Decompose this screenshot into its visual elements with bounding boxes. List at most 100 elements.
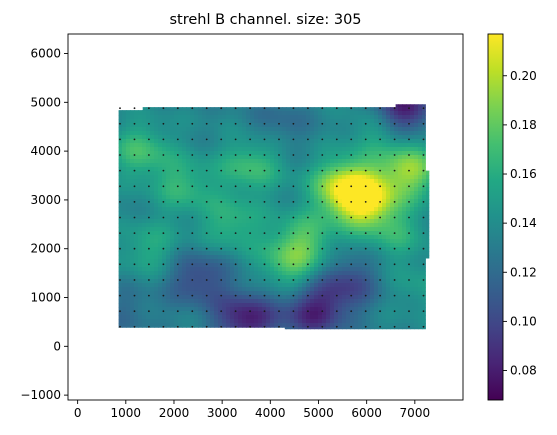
heatmap-cell	[302, 327, 307, 330]
heatmap-cell	[162, 159, 167, 164]
heatmap-cell	[262, 235, 267, 240]
heatmap-cell	[166, 191, 171, 196]
heatmap-cell	[266, 299, 271, 304]
heatmap-cell	[186, 183, 191, 188]
heatmap-cell	[346, 227, 351, 232]
heatmap-cell	[374, 171, 379, 176]
heatmap-cell	[362, 195, 367, 200]
heatmap-cell	[206, 267, 211, 272]
heatmap-cell	[190, 219, 195, 224]
heatmap-cell	[166, 167, 171, 172]
sample-point	[234, 201, 237, 203]
heatmap-cell	[278, 323, 283, 328]
heatmap-cell	[402, 295, 407, 300]
heatmap-cell	[222, 291, 227, 296]
heatmap-cell	[134, 231, 139, 236]
heatmap-cell	[430, 187, 435, 192]
heatmap-cell	[410, 183, 415, 188]
heatmap-cell	[302, 203, 307, 208]
heatmap-cell	[270, 111, 275, 116]
heatmap-cell	[346, 203, 351, 208]
heatmap-cell	[358, 167, 363, 172]
heatmap-cell	[382, 263, 387, 268]
heatmap-cell	[182, 191, 187, 196]
heatmap-cell	[302, 279, 307, 284]
heatmap-cell	[354, 231, 359, 236]
heatmap-cell	[322, 263, 327, 268]
heatmap-cell	[218, 251, 223, 256]
heatmap-cell	[398, 215, 403, 220]
heatmap-cell	[350, 291, 355, 296]
heatmap-cell	[330, 215, 335, 220]
heatmap-cell	[254, 303, 259, 308]
heatmap-cell	[138, 235, 143, 240]
heatmap-cell	[226, 187, 231, 192]
heatmap-cell	[166, 179, 171, 184]
heatmap-cell	[202, 171, 207, 176]
heatmap-cell	[162, 107, 167, 112]
colorbar-tick-label: 0.18	[510, 118, 537, 132]
heatmap-cell	[286, 167, 291, 172]
heatmap-cell	[318, 231, 323, 236]
sample-point	[335, 201, 338, 203]
heatmap-cell	[146, 199, 151, 204]
sample-point	[176, 216, 179, 219]
heatmap-cell	[386, 159, 391, 164]
heatmap-cell	[310, 195, 315, 200]
colorbar-tick-label: 0.20	[510, 69, 537, 83]
heatmap-cell	[338, 123, 343, 128]
heatmap-cell	[418, 187, 423, 192]
heatmap-cell	[242, 251, 247, 256]
heatmap-cell	[350, 299, 355, 304]
heatmap-cell	[250, 319, 255, 324]
heatmap-cell	[234, 115, 239, 120]
heatmap-cell	[366, 311, 371, 316]
heatmap-cell	[150, 271, 155, 276]
heatmap-cell	[294, 123, 299, 128]
heatmap-cell	[302, 104, 307, 108]
heatmap-cell	[246, 295, 251, 300]
heatmap-cell	[394, 307, 399, 312]
heatmap-cell	[238, 159, 243, 164]
heatmap-cell	[266, 243, 271, 248]
heatmap-cell	[130, 203, 135, 208]
heatmap-cell	[362, 211, 367, 216]
heatmap-cell	[142, 223, 147, 228]
sample-point	[205, 216, 208, 219]
heatmap-cell	[358, 179, 363, 184]
heatmap-cell	[214, 143, 219, 148]
heatmap-cell	[270, 119, 275, 124]
heatmap-cell	[326, 263, 331, 268]
heatmap-cell	[286, 227, 291, 232]
heatmap-cell	[218, 139, 223, 144]
heatmap-cell	[378, 259, 383, 264]
heatmap-cell	[202, 155, 207, 160]
heatmap-cell	[146, 271, 151, 276]
heatmap-cell	[402, 231, 407, 236]
heatmap-cell	[362, 227, 367, 232]
heatmap-cell	[254, 199, 259, 204]
heatmap-cell	[310, 147, 315, 152]
heatmap-cell	[358, 115, 363, 120]
heatmap-cell	[134, 271, 139, 276]
heatmap-cell	[426, 231, 430, 236]
heatmap-cell	[386, 231, 391, 236]
heatmap-cell	[366, 323, 371, 328]
heatmap-cell	[262, 171, 267, 176]
sample-point	[393, 169, 396, 172]
heatmap-cell	[398, 111, 403, 116]
sample-point	[263, 216, 266, 219]
heatmap-cell	[142, 267, 147, 272]
heatmap-cell	[190, 291, 195, 296]
heatmap-cell	[158, 199, 163, 204]
heatmap-cell	[426, 247, 430, 252]
heatmap-cell	[166, 143, 171, 148]
heatmap-cell	[422, 195, 427, 200]
heatmap-cell	[142, 151, 147, 156]
heatmap-cell	[130, 171, 135, 176]
heatmap-cell	[238, 263, 243, 268]
heatmap-cell	[338, 179, 343, 184]
heatmap-cell	[266, 107, 271, 112]
heatmap-cell	[374, 203, 379, 208]
heatmap-cell	[170, 147, 175, 152]
